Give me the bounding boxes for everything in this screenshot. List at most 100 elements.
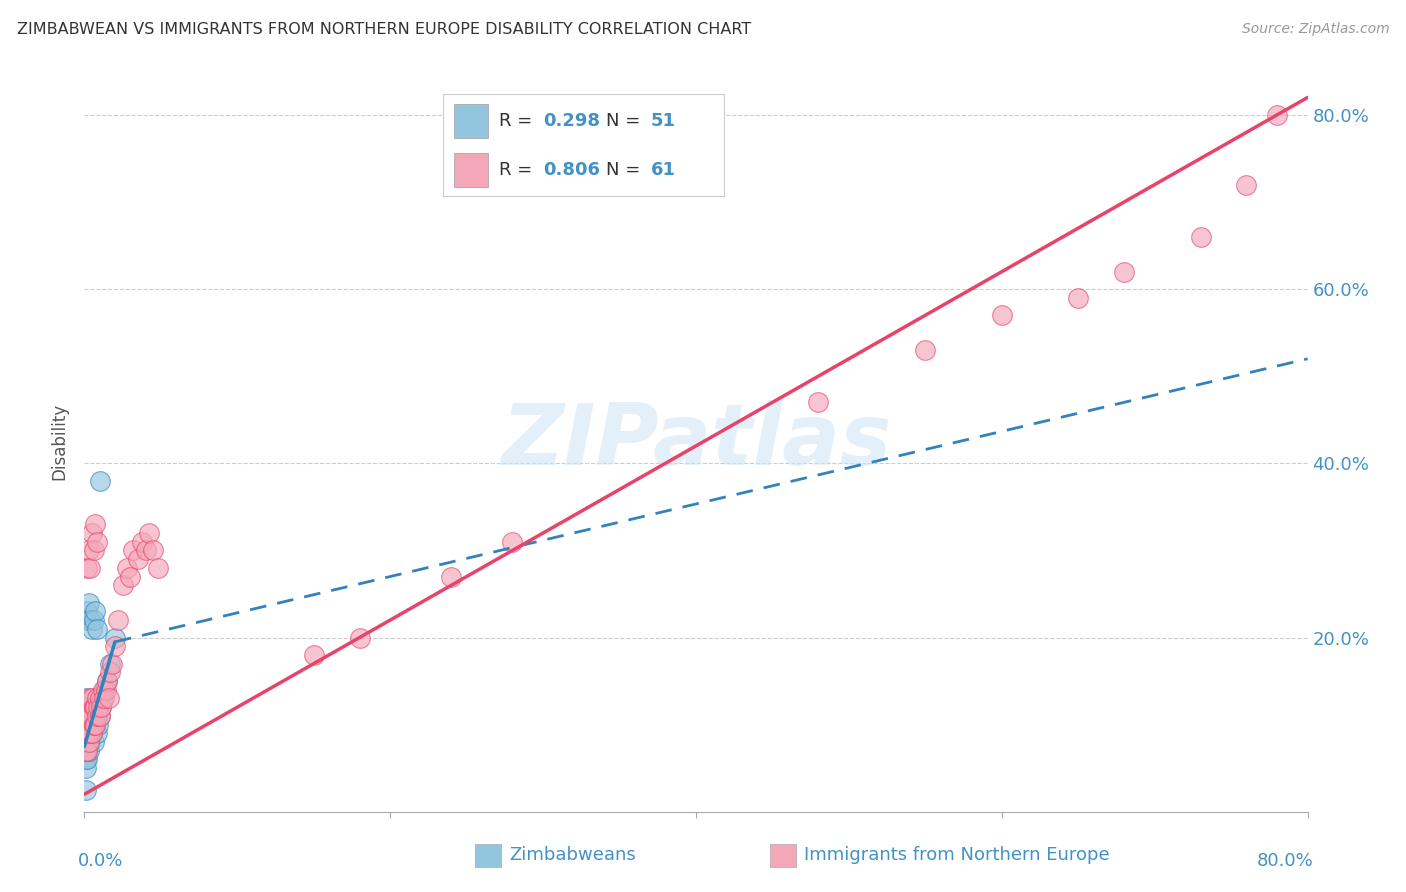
Point: [76, 561, 98, 575]
Point: [87, 717, 110, 731]
Point: [84, 700, 107, 714]
Point: [77, 709, 100, 723]
Text: N =: N =: [606, 161, 645, 179]
Point: [75, 613, 97, 627]
Point: [1236, 178, 1258, 192]
Point: [75, 717, 97, 731]
Point: [76, 726, 98, 740]
Point: [76, 604, 98, 618]
Point: [76, 717, 98, 731]
Point: [80, 717, 103, 731]
Point: [80, 726, 103, 740]
Point: [84, 717, 107, 731]
Point: [75, 752, 97, 766]
Point: [77, 700, 100, 714]
Text: 51: 51: [651, 112, 676, 130]
Point: [87, 700, 110, 714]
Point: [77, 543, 100, 558]
Point: [80, 526, 103, 541]
Point: [83, 717, 105, 731]
Point: [79, 709, 101, 723]
Text: 0.0%: 0.0%: [79, 853, 124, 871]
Point: [97, 691, 120, 706]
Point: [75, 726, 97, 740]
Point: [1189, 230, 1212, 244]
Point: [76, 735, 98, 749]
Point: [75, 709, 97, 723]
Text: ZIMBABWEAN VS IMMIGRANTS FROM NORTHERN EUROPE DISABILITY CORRELATION CHART: ZIMBABWEAN VS IMMIGRANTS FROM NORTHERN E…: [17, 22, 751, 37]
Point: [90, 700, 112, 714]
Point: [76, 744, 98, 758]
Point: [96, 674, 118, 689]
Point: [76, 726, 98, 740]
Point: [80, 709, 103, 723]
Point: [79, 726, 101, 740]
Point: [79, 613, 101, 627]
Point: [89, 709, 111, 723]
Point: [76, 709, 98, 723]
Point: [83, 543, 105, 558]
Point: [146, 561, 169, 575]
Text: R =: R =: [499, 161, 538, 179]
Point: [77, 717, 100, 731]
Point: [84, 700, 107, 714]
Point: [80, 622, 103, 636]
Point: [75, 761, 97, 775]
Point: [76, 752, 98, 766]
Y-axis label: Disability: Disability: [51, 403, 69, 480]
Point: [86, 726, 108, 740]
Point: [76, 744, 98, 758]
Point: [75, 783, 97, 797]
Point: [84, 717, 107, 731]
Point: [104, 639, 127, 653]
Point: [84, 604, 107, 618]
Point: [83, 709, 105, 723]
Point: [89, 474, 111, 488]
Point: [79, 726, 101, 740]
FancyBboxPatch shape: [454, 104, 488, 137]
Point: [91, 682, 114, 697]
Point: [75, 691, 97, 706]
Point: [86, 691, 108, 706]
Point: [142, 543, 165, 558]
Point: [76, 709, 98, 723]
Point: [502, 534, 524, 549]
Point: [98, 657, 121, 671]
Point: [107, 613, 129, 627]
Point: [138, 526, 160, 541]
Point: [79, 691, 101, 706]
Point: [98, 665, 121, 680]
Point: [83, 700, 105, 714]
Point: [79, 709, 101, 723]
Point: [77, 726, 100, 740]
Point: [96, 674, 118, 689]
Point: [75, 744, 97, 758]
Point: [111, 578, 134, 592]
Point: [807, 395, 830, 409]
Point: [127, 552, 149, 566]
Point: [93, 691, 115, 706]
Point: [90, 700, 112, 714]
Point: [349, 631, 371, 645]
Point: [101, 657, 124, 671]
Point: [77, 717, 100, 731]
Point: [75, 726, 97, 740]
Point: [75, 735, 97, 749]
Point: [440, 569, 463, 583]
Text: 80.0%: 80.0%: [1257, 853, 1313, 871]
Point: [83, 717, 105, 731]
Text: R =: R =: [499, 112, 538, 130]
FancyBboxPatch shape: [454, 153, 488, 187]
Point: [89, 691, 111, 706]
Point: [89, 709, 111, 723]
Point: [914, 343, 936, 357]
Point: [135, 543, 157, 558]
Text: 61: 61: [651, 161, 676, 179]
Point: [91, 691, 114, 706]
Point: [93, 682, 115, 697]
Point: [1067, 291, 1090, 305]
Point: [79, 735, 101, 749]
Point: [120, 569, 142, 583]
Point: [104, 631, 127, 645]
Point: [83, 735, 105, 749]
